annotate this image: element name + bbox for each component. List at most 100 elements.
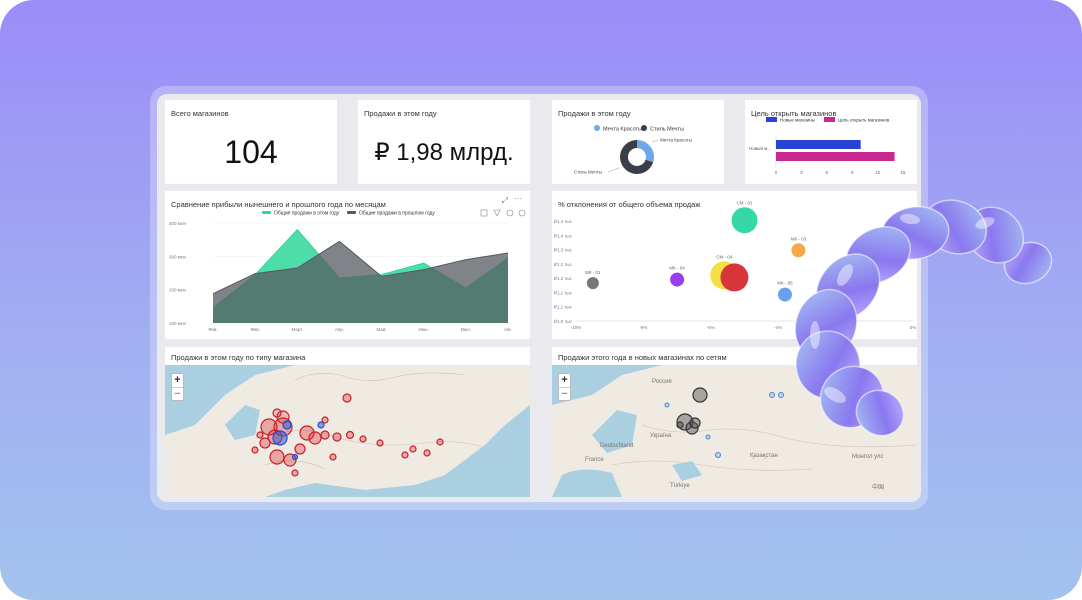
reset-icon: [518, 209, 526, 217]
deviation-point-label: СМ - 04: [716, 254, 732, 259]
deviation-point-label: МК - 05: [777, 281, 793, 286]
deviation-point-5[interactable]: [720, 263, 749, 292]
profit-ytick-label: 100 млн: [169, 321, 186, 326]
deviation-ytick-label: ₽1,2 тыс: [554, 276, 573, 281]
kpi-total-stores-card[interactable]: Всего магазинов 104: [165, 100, 337, 184]
deviation-xtick-label: -8%: [639, 325, 647, 330]
goal-tick-label: 15: [900, 170, 906, 175]
map-type-title: Продажи в этом году по типу магазина: [171, 353, 306, 362]
profit-legend-swatch-0: [262, 211, 271, 214]
profit-legend-swatch-1: [347, 211, 356, 214]
dashboard: Всего магазинов 104 Продажи в этом году …: [157, 94, 921, 502]
goal-bars: 0 3 6 9 12 15: [775, 136, 906, 175]
map-label-france: France: [585, 457, 604, 463]
goal-tick-label: 3: [800, 170, 803, 175]
chart-toolbar[interactable]: [480, 209, 526, 217]
zoom-in-button[interactable]: +: [174, 374, 181, 386]
profit-xtick-label: Апр.: [335, 327, 344, 332]
donut-chart: Мечта Красоты Стиль Мечты Мечта Красоты …: [574, 125, 692, 175]
zoom-out-button[interactable]: −: [559, 387, 570, 400]
goal-tick-label: 9: [851, 170, 854, 175]
map-label-russia: Россия: [652, 379, 672, 385]
legend-swatch-1: [641, 125, 647, 131]
deviation-ytick-label: ₽1,3 тыс: [554, 248, 573, 253]
goal-tick-label: 0: [775, 170, 778, 175]
profit-xtick-label: Март.: [292, 327, 304, 332]
profit-chart: Общие продажи в этом году Общие продажи …: [169, 209, 526, 332]
profit-xtick-label: Май.: [377, 326, 387, 332]
deviation-point-3[interactable]: [670, 272, 685, 287]
profit-legend-label-1: Общие продажи в прошлом году: [359, 211, 435, 217]
deviation-point-label: СМ - 01: [737, 200, 753, 205]
goal-tick-label: 12: [875, 170, 881, 175]
map-type-canvas: [165, 365, 530, 497]
deviation-plot: ₽1,4 тыс ₽1,4 тыс ₽1,3 тыс ₽1,2 тыс ₽1,2 тыс…: [554, 200, 916, 330]
donut-slices: [620, 140, 654, 174]
more-options-icon[interactable]: ···: [514, 194, 522, 203]
deviation-title: % отклонения от общего объема продаж: [558, 200, 701, 209]
goal-legend-swatch-1: [824, 117, 835, 122]
legend-label-0: Мечта Красоты: [603, 127, 642, 133]
profit-ytick-label: 200 млн: [169, 288, 186, 293]
donut-slice-1[interactable]: [620, 140, 654, 174]
deviation-ytick-label: ₽1,2 тыс: [554, 262, 573, 267]
deviation-point-1[interactable]: [791, 243, 806, 258]
deviation-point-0[interactable]: [731, 207, 758, 234]
profit-ytick-label: 300 млн: [169, 254, 186, 259]
legend-swatch-0: [594, 125, 600, 131]
map-type-card[interactable]: Продажи в этом году по типу магазина: [165, 347, 530, 497]
profit-line-1[interactable]: [212, 240, 509, 295]
profit-legend-label-0: Общие продажи в этом году: [274, 211, 340, 217]
kpi-sales-value: ₽ 1,98 млрд.: [374, 139, 514, 166]
donut-card[interactable]: Продажи в этом году Мечта Красоты Стиль …: [552, 100, 724, 184]
donut-callout-top: Мечта Красоты: [660, 138, 692, 143]
profit-xtick-label: Янв.: [208, 327, 217, 332]
map-label-china: 中国: [872, 483, 884, 491]
zoom-in-button[interactable]: +: [561, 374, 568, 386]
goal-card[interactable]: Цель открыть магазинов Новые магазины Це…: [745, 100, 917, 184]
kpi-sales-title: Продажи в этом году: [364, 109, 437, 118]
deviation-chart: ₽1,4 тыс ₽1,4 тыс ₽1,3 тыс ₽1,2 тыс ₽1,2 тыс…: [554, 200, 916, 330]
profit-area-1: [213, 241, 508, 323]
deviation-point-6[interactable]: [777, 287, 792, 302]
profit-xtick-label: Фев.: [250, 327, 260, 332]
kpi-total-stores-title: Всего магазинов: [171, 109, 229, 118]
donut-title: Продажи в этом году: [558, 109, 631, 118]
donut-slice-0[interactable]: [637, 140, 654, 163]
kpi-sales-card[interactable]: Продажи в этом году ₽ 1,98 млрд.: [358, 100, 530, 184]
deviation-ytick-label: ₽1,0 тыс: [554, 319, 573, 324]
goal-bar-1[interactable]: [776, 152, 895, 161]
map-label-turkey: Türkiye: [670, 483, 690, 489]
map-label-mongolia: Монгол улс: [852, 454, 884, 460]
profit-xtick-label: Июн.: [419, 327, 429, 332]
goal-bar-0[interactable]: [776, 140, 861, 149]
profit-ytick-label: 400 млн: [169, 221, 186, 226]
deviation-xtick-label: -4%: [774, 325, 782, 330]
goal-tick-label: 6: [826, 170, 829, 175]
profit-plot: 400 млн 300 млн 200 млн 100 млн Янв. Фев. Март…: [169, 221, 512, 332]
deviation-ytick-label: ₽1,1 тыс: [554, 305, 573, 310]
deviation-card[interactable]: % отклонения от общего объема продаж ₽1,…: [552, 191, 917, 339]
deviation-xtick-label: 0%: [910, 325, 917, 330]
deviation-point-2[interactable]: [586, 277, 599, 290]
goal-title: Цель открыть магазинов: [751, 109, 837, 118]
map-label-kazakhstan: Қазақстан: [750, 453, 778, 459]
deviation-ytick-label: ₽1,1 тыс: [554, 290, 573, 295]
map-label-ukraine: Україна: [650, 433, 672, 439]
map-networks-title: Продажи этого года в новых магазинах по …: [558, 353, 727, 362]
deviation-xtick-label: -10%: [571, 325, 582, 330]
goal-ylabel: Новый м...: [749, 145, 771, 151]
goal-legend-swatch-0: [766, 117, 777, 122]
map-type-map[interactable]: + −: [165, 365, 530, 497]
profit-card[interactable]: Сравнение прибыли нынешнего и прошлого г…: [165, 191, 530, 339]
deviation-xtick-label: -6%: [707, 325, 715, 330]
goal-legend-label-1: Цель открыть магазинов: [838, 118, 890, 123]
lasso-icon: [493, 209, 501, 217]
decorative-3d-shape: [794, 199, 1053, 437]
expand-icon[interactable]: ⤢: [501, 196, 508, 205]
deviation-point-label: МК - 03: [791, 236, 807, 241]
zoom-out-button[interactable]: −: [172, 387, 183, 400]
kpi-total-stores-value: 104: [224, 134, 278, 170]
pan-icon: [506, 209, 514, 217]
